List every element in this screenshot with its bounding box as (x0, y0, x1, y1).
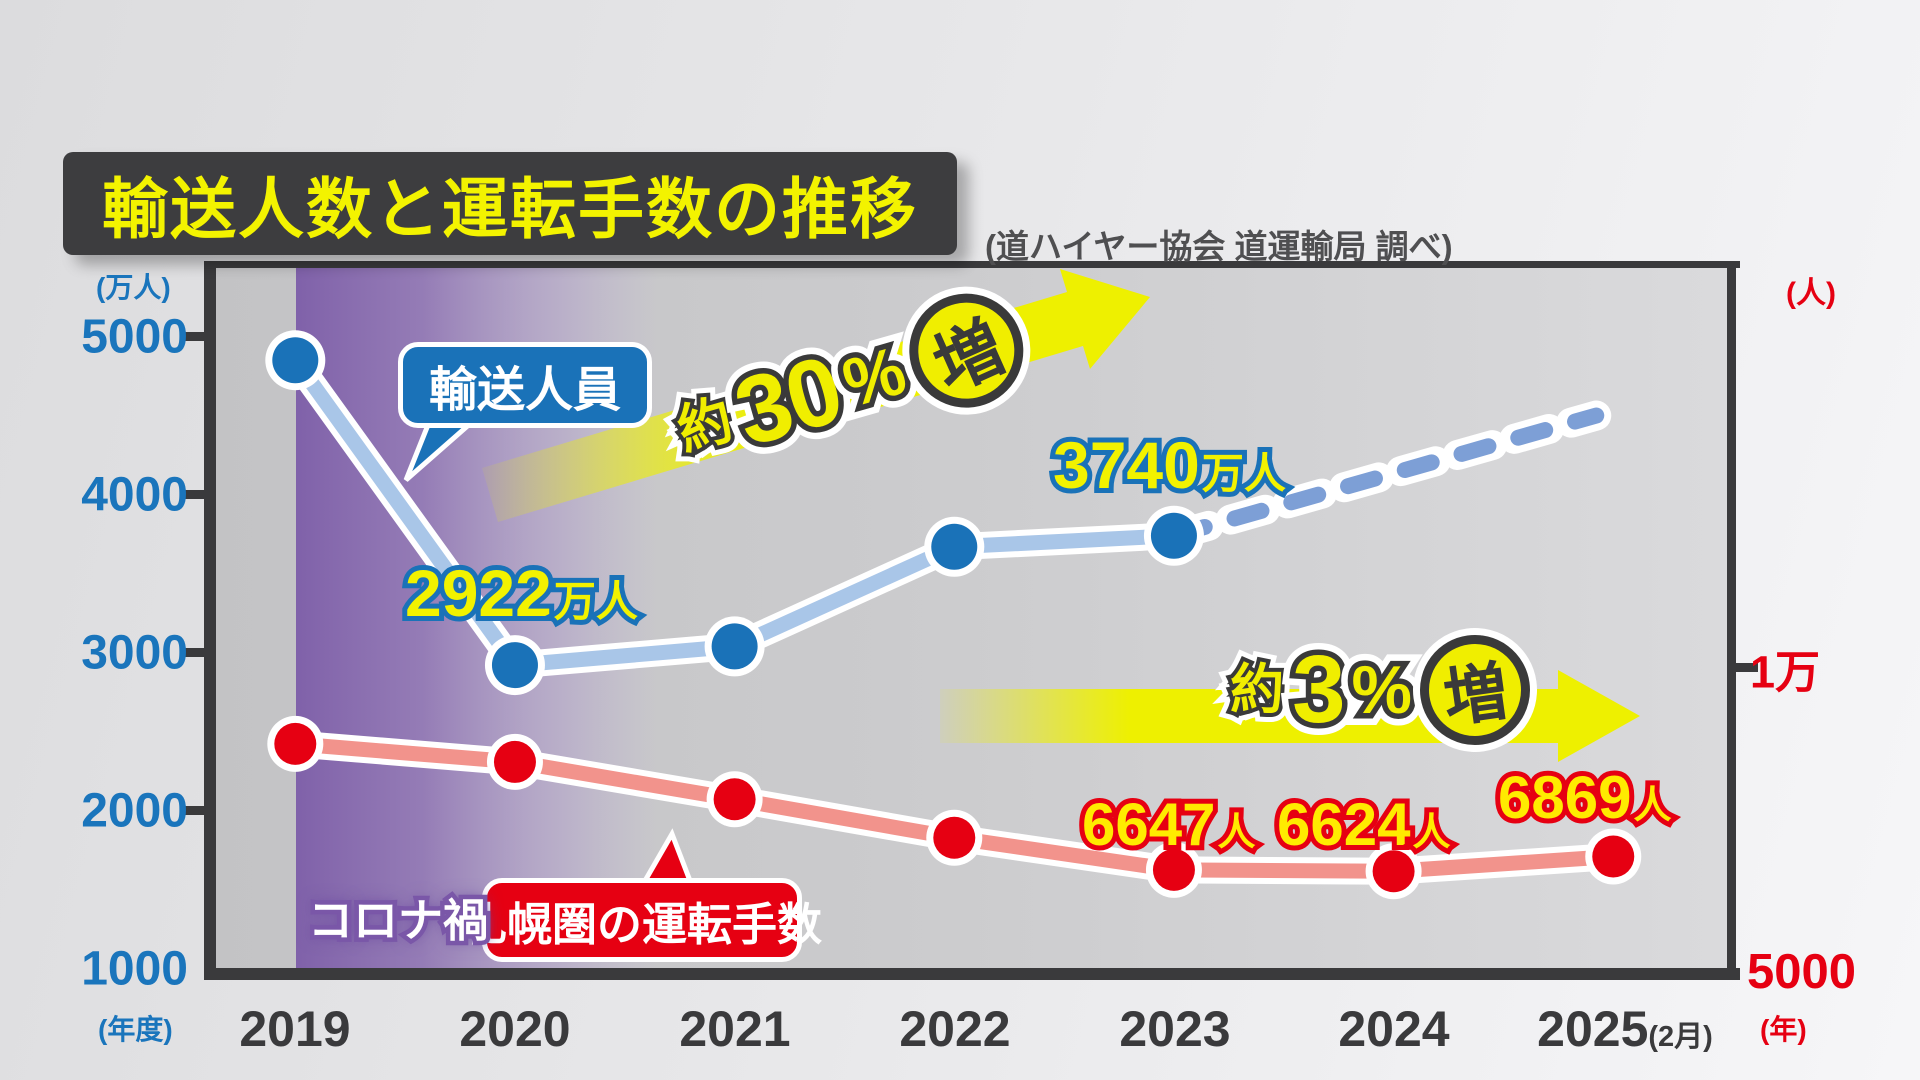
tick-left-3000 (182, 648, 206, 657)
right-tick-label-1man: 1万 (1750, 646, 1821, 698)
callout-6869: 6869 人 (1498, 768, 1672, 829)
passenger-point-2023 (1150, 512, 1197, 559)
callout-6624: 6624 人 (1277, 795, 1451, 856)
tick-left-4000 (182, 490, 206, 499)
covid-band-label: コロナ禍 (308, 895, 488, 947)
left-axis-unit: (万人) (96, 272, 171, 303)
year-label-2019: 2019 (239, 1001, 351, 1057)
driver-point-2021 (713, 778, 756, 821)
right-tick-label-5000: 5000 (1747, 945, 1857, 999)
driver-point-2025(2月) (1592, 835, 1635, 878)
driver-series-bubble: 札幌圏の運転手数 (462, 878, 822, 962)
axis-left (204, 261, 216, 975)
driver-point-2023 (1152, 848, 1195, 891)
driver-point-2020 (493, 740, 536, 783)
driver-point-2019 (274, 722, 317, 765)
passenger-series-bubble: 輸送人員 (398, 342, 652, 428)
year-label-2022: 2022 (899, 1001, 1011, 1057)
plot-frame (182, 261, 1758, 980)
year-label-2025: 2025(2月) (1505, 1000, 1745, 1058)
callout-3740: 3740 万人 (1053, 432, 1286, 498)
passenger-projection-dashed (1165, 407, 1605, 544)
page-title: 輸送人数と運転手数の推移 (102, 171, 918, 246)
tick-left-5000 (182, 332, 206, 341)
growth-note-3pct: 約 3 % 増 (1180, 625, 1580, 755)
right-axis-bottom-unit: (年) (1760, 1014, 1807, 1045)
passenger-series-label: 輸送人員 (428, 364, 621, 417)
year-label-2020: 2020 (459, 1001, 571, 1057)
axis-top (204, 261, 1740, 268)
axis-bottom (204, 968, 1740, 980)
year-2025-suffix: (2月) (1648, 1021, 1713, 1053)
year-label-2023: 2023 (1119, 1001, 1231, 1057)
left-tick-label-5000: 5000 (81, 310, 188, 364)
callout-6647: 6647 人 (1082, 795, 1256, 856)
tick-right-1man (1734, 663, 1758, 672)
year-2025-main: 2025 (1537, 1001, 1649, 1057)
left-tick-label-2000: 2000 (81, 784, 188, 838)
driver-point-2022 (933, 816, 976, 859)
left-axis-bottom-unit: (年度) (98, 1014, 173, 1045)
right-axis-unit: (人) (1786, 277, 1836, 310)
increase-badge-icon: 増 (1412, 627, 1538, 753)
left-tick-label-3000: 3000 (81, 626, 188, 680)
axis-right (1727, 261, 1736, 975)
left-tick-label-4000: 4000 (81, 468, 188, 522)
driver-series-label: 札幌圏の運転手数 (462, 898, 823, 950)
passenger-point-2020 (491, 642, 538, 689)
passenger-point-2019 (272, 337, 319, 384)
passenger-point-2022 (931, 523, 978, 570)
callout-2922: 2922 万人 (405, 560, 638, 626)
title-box: 輸送人数と運転手数の推移 (63, 152, 957, 255)
year-label-2021: 2021 (679, 1001, 791, 1057)
year-label-2024: 2024 (1338, 1001, 1450, 1057)
driver-point-2024 (1372, 850, 1415, 893)
source-note: (道ハイヤー協会 道運輸局 調べ) (985, 228, 1453, 265)
passenger-point-2021 (711, 623, 758, 670)
left-tick-label-1000: 1000 (81, 942, 188, 996)
tick-left-2000 (182, 806, 206, 815)
